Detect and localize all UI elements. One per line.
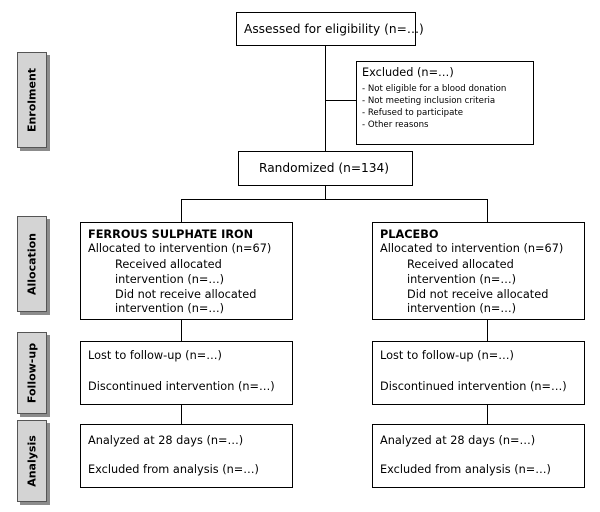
excluded-reason-4: - Other reasons [362,120,429,130]
excluded-box: Excluded (n=…) - Not eligible for a bloo… [356,61,534,145]
excluded-analysis-left: Excluded from analysis (n=…) [88,463,259,476]
analyzed-right: Analyzed at 28 days (n=…) [380,434,536,447]
connector-to-arm-right [487,199,488,222]
allocation-box-right: PLACEBO Allocated to intervention (n=67)… [372,222,585,320]
received-left-line1: Received allocated [115,258,222,271]
followup-box-left: Lost to follow-up (n=…) Discontinued int… [80,341,293,405]
phase-label-enrollment: Enrolment [17,52,47,148]
allocated-left: Allocated to intervention (n=67) [88,242,272,255]
connector-to-arm-left [181,199,182,222]
analysis-box-left: Analyzed at 28 days (n=…) Excluded from … [80,424,293,488]
randomized-text: Randomized (n=134) [259,161,390,175]
lost-right: Lost to follow-up (n=…) [380,349,514,362]
connector-left-followup-to-analysis [181,405,182,424]
connector-right-followup-to-analysis [487,405,488,424]
analysis-box-right: Analyzed at 28 days (n=…) Excluded from … [372,424,585,488]
not-received-left-line1: Did not receive allocated [115,288,257,301]
phase-label-allocation-text: Allocation [25,233,39,295]
arm-name-left: FERROUS SULPHATE IRON [88,228,254,241]
followup-box-right: Lost to follow-up (n=…) Discontinued int… [372,341,585,405]
connector-to-excluded [325,100,356,101]
phase-label-analysis-text: Analysis [25,435,39,487]
connector-left-allocation-to-followup [181,320,182,341]
phase-label-follow-up: Follow-up [17,332,47,414]
connector-assessed-to-randomized [325,46,326,151]
excluded-reason-2: - Not meeting inclusion criteria [362,96,496,106]
received-right-line2: intervention (n=…) [407,273,517,286]
excluded-title: Excluded (n=…) [362,66,454,79]
allocated-right: Allocated to intervention (n=67) [380,242,564,255]
lost-left: Lost to follow-up (n=…) [88,349,222,362]
phase-label-follow-up-text: Follow-up [25,342,39,404]
randomized-box: Randomized (n=134) [238,151,413,186]
phase-label-enrollment-text: Enrolment [25,67,39,133]
discontinued-right: Discontinued intervention (n=…) [380,380,567,393]
not-received-left-line2: intervention (n=…) [115,302,225,315]
received-right-line1: Received allocated [407,258,514,271]
excluded-reason-1: - Not eligible for a blood donation [362,84,507,94]
analyzed-left: Analyzed at 28 days (n=…) [88,434,244,447]
assessed-box: Assessed for eligibility (n=…) [236,12,424,46]
assessed-text: Assessed for eligibility (n=…) [244,22,424,36]
not-received-right-line2: intervention (n=…) [407,302,517,315]
connector-randomized-down [325,186,326,199]
connector-split-horizontal [181,199,488,200]
allocation-box-left: FERROUS SULPHATE IRON Allocated to inter… [80,222,293,320]
received-left-line2: intervention (n=…) [115,273,225,286]
excluded-reason-3: - Refused to participate [362,108,463,118]
excluded-analysis-right: Excluded from analysis (n=…) [380,463,551,476]
not-received-right-line1: Did not receive allocated [407,288,549,301]
phase-label-analysis: Analysis [17,420,47,502]
discontinued-left: Discontinued intervention (n=…) [88,380,275,393]
phase-label-allocation: Allocation [17,216,47,312]
arm-name-right: PLACEBO [380,228,439,241]
connector-right-allocation-to-followup [487,320,488,341]
